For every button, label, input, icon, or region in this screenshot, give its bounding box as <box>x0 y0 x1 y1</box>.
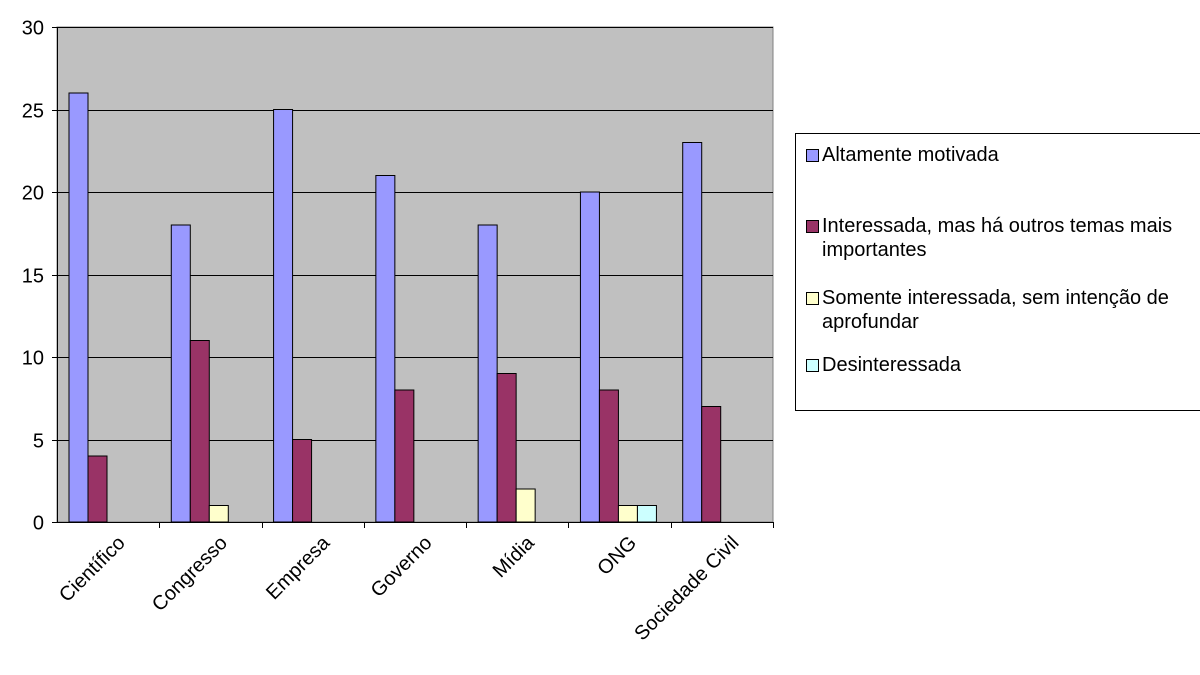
bar <box>394 389 415 523</box>
x-tick-label: Científico <box>55 532 130 607</box>
y-tick-label: 25 <box>22 101 44 123</box>
y-tick-label: 0 <box>33 513 44 535</box>
x-tick-label: Mídia <box>489 531 540 582</box>
bar <box>375 175 396 523</box>
bar <box>208 505 229 523</box>
y-tick-label: 30 <box>22 18 44 40</box>
bar <box>68 92 89 523</box>
legend-swatch <box>806 149 819 162</box>
bar <box>477 224 498 523</box>
x-tick-label: ONG <box>593 532 641 580</box>
bar <box>598 389 619 523</box>
bar <box>617 505 638 523</box>
bar <box>292 439 313 523</box>
legend-item-desinteressada: Desinteressada <box>806 353 1200 377</box>
legend-item-altamente-motivada: Altamente motivada <box>806 143 1200 167</box>
bar <box>273 109 294 523</box>
legend-item-interessada: Interessada, mas há outros temas mais im… <box>806 214 1200 262</box>
legend-label: Interessada, mas há outros temas mais im… <box>822 215 1173 261</box>
x-tick-label: Empresa <box>262 531 335 604</box>
chart-legend: Altamente motivada Interessada, mas há o… <box>795 133 1200 411</box>
legend-swatch <box>806 292 819 305</box>
x-tick-label: Sociedade Civil <box>630 532 743 645</box>
bar <box>701 406 722 523</box>
plot-area <box>56 26 774 523</box>
bar <box>496 373 517 523</box>
legend-label: Altamente motivada <box>822 144 999 166</box>
bar <box>579 191 600 523</box>
bar <box>170 224 191 523</box>
x-tick-label: Congresso <box>148 532 232 616</box>
legend-label: Somente interessada, sem intenção de apr… <box>822 287 1169 333</box>
legend-swatch <box>806 220 819 233</box>
bar <box>515 488 536 523</box>
y-tick-label: 10 <box>22 348 44 370</box>
bar <box>682 142 703 523</box>
legend-swatch <box>806 359 819 372</box>
bar <box>189 340 210 523</box>
bar <box>87 455 108 523</box>
x-tick-label: Governo <box>367 532 437 602</box>
y-tick-label: 20 <box>22 183 44 205</box>
legend-item-somente-interessada: Somente interessada, sem intenção de apr… <box>806 286 1200 334</box>
legend-label: Desinteressada <box>822 354 961 376</box>
y-tick-label: 5 <box>33 431 44 453</box>
bar <box>636 505 657 523</box>
y-tick-label: 15 <box>22 266 44 288</box>
